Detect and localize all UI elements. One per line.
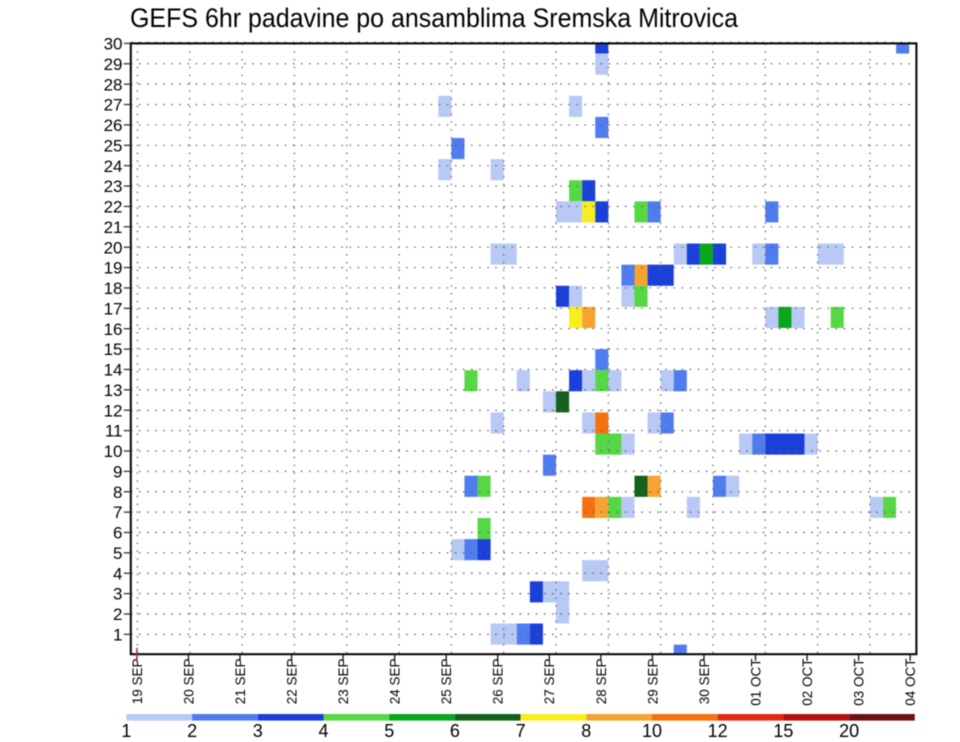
- svg-text:01 OCT: 01 OCT: [748, 659, 763, 706]
- svg-text:13: 13: [104, 381, 123, 400]
- svg-text:8: 8: [581, 721, 591, 741]
- svg-text:2: 2: [187, 721, 197, 741]
- svg-text:27: 27: [104, 96, 123, 115]
- svg-text:15: 15: [773, 721, 793, 741]
- svg-text:4: 4: [113, 564, 122, 583]
- svg-text:19: 19: [104, 259, 123, 278]
- svg-text:29: 29: [104, 55, 123, 74]
- svg-text:6: 6: [450, 721, 460, 741]
- svg-text:3: 3: [253, 721, 263, 741]
- svg-text:4: 4: [318, 721, 328, 741]
- svg-text:22 SEP: 22 SEP: [284, 659, 299, 705]
- svg-text:21: 21: [104, 218, 123, 237]
- svg-text:9: 9: [113, 462, 122, 481]
- svg-text:19 SEP: 19 SEP: [130, 659, 145, 705]
- svg-text:29 SEP: 29 SEP: [645, 659, 660, 705]
- svg-text:10: 10: [642, 721, 662, 741]
- svg-text:GEFS 6hr padavine po ansamblim: GEFS 6hr padavine po ansamblima Sremska …: [130, 3, 738, 33]
- svg-text:24: 24: [104, 157, 123, 176]
- svg-text:20: 20: [104, 238, 123, 257]
- svg-text:16: 16: [104, 320, 123, 339]
- svg-text:7: 7: [113, 503, 122, 522]
- svg-text:02 OCT: 02 OCT: [800, 659, 815, 706]
- svg-text:30 SEP: 30 SEP: [697, 659, 712, 705]
- svg-text:27 SEP: 27 SEP: [542, 659, 557, 705]
- svg-text:6: 6: [113, 524, 122, 543]
- svg-text:14: 14: [104, 361, 123, 380]
- svg-text:15: 15: [104, 340, 123, 359]
- svg-text:28: 28: [104, 75, 123, 94]
- svg-text:28 SEP: 28 SEP: [594, 659, 609, 705]
- svg-text:26: 26: [104, 116, 123, 135]
- svg-text:03 OCT: 03 OCT: [852, 659, 867, 706]
- svg-text:8: 8: [113, 483, 122, 502]
- svg-text:1: 1: [121, 721, 131, 741]
- svg-text:22: 22: [104, 198, 123, 217]
- svg-text:25 SEP: 25 SEP: [439, 659, 454, 705]
- svg-text:7: 7: [516, 721, 526, 741]
- svg-text:10: 10: [104, 442, 123, 461]
- svg-text:17: 17: [104, 299, 123, 318]
- svg-text:24 SEP: 24 SEP: [388, 659, 403, 705]
- svg-text:5: 5: [113, 544, 122, 563]
- svg-text:2: 2: [113, 605, 122, 624]
- svg-text:3: 3: [113, 585, 122, 604]
- svg-text:20: 20: [839, 721, 859, 741]
- svg-text:11: 11: [105, 422, 123, 441]
- svg-text:04 OCT: 04 OCT: [903, 659, 918, 706]
- svg-text:12: 12: [708, 721, 728, 741]
- svg-text:23 SEP: 23 SEP: [336, 659, 351, 705]
- svg-text:25: 25: [104, 136, 123, 155]
- svg-text:30: 30: [104, 35, 123, 54]
- svg-text:5: 5: [384, 721, 394, 741]
- svg-text:18: 18: [104, 279, 123, 298]
- svg-text:26 SEP: 26 SEP: [491, 659, 506, 705]
- svg-text:21 SEP: 21 SEP: [233, 659, 248, 705]
- svg-text:23: 23: [104, 177, 123, 196]
- svg-text:12: 12: [104, 401, 123, 420]
- svg-text:20 SEP: 20 SEP: [181, 659, 196, 705]
- svg-text:1: 1: [113, 625, 122, 644]
